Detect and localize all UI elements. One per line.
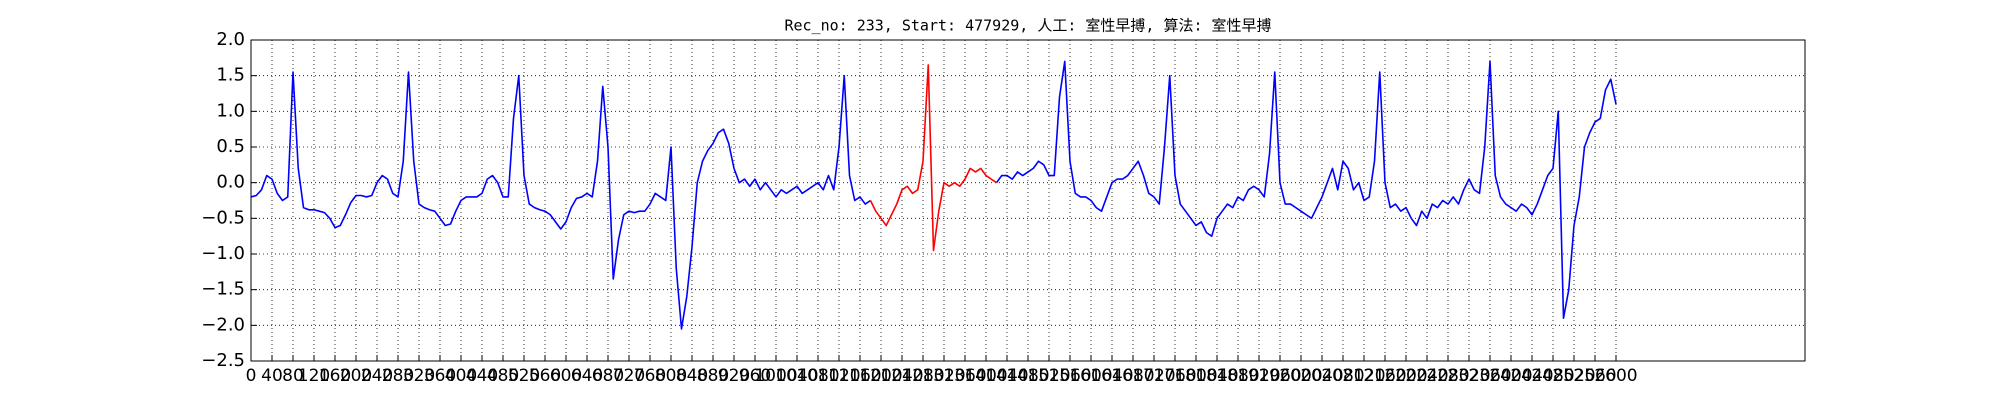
x-tick-label: 2080 bbox=[1321, 366, 1364, 386]
x-tick-label: 920 bbox=[718, 366, 750, 386]
x-tick-label: 1600 bbox=[1069, 366, 1112, 386]
x-tick-label: 2120 bbox=[1342, 366, 1385, 386]
x-tick-label: 1640 bbox=[1090, 366, 1133, 386]
x-tick-label: 960 bbox=[739, 366, 771, 386]
x-tick-label: 320 bbox=[403, 366, 435, 386]
chart-title: Rec_no: 233, Start: 477929, 人工: 室性早搏, 算法… bbox=[784, 17, 1271, 35]
y-tick-label: −1.0 bbox=[201, 243, 245, 264]
plot-frame bbox=[250, 39, 1806, 362]
x-tick-label: 280 bbox=[382, 366, 414, 386]
y-tick-label: −2.5 bbox=[201, 350, 245, 371]
x-tick-label: 1520 bbox=[1027, 366, 1070, 386]
x-tick-label: 1960 bbox=[1258, 366, 1301, 386]
x-tick-label: 2480 bbox=[1531, 366, 1574, 386]
x-tick-label: 1040 bbox=[775, 366, 818, 386]
y-tick-label: 0.5 bbox=[216, 136, 245, 157]
x-tick-label: 480 bbox=[487, 366, 519, 386]
x-tick-label: 200 bbox=[340, 366, 372, 386]
x-tick-label: 800 bbox=[655, 366, 687, 386]
x-tick-label: 640 bbox=[571, 366, 603, 386]
x-tick-label: 1080 bbox=[796, 366, 839, 386]
x-tick-label: 2520 bbox=[1552, 366, 1595, 386]
y-tick-label: 1.5 bbox=[216, 65, 245, 86]
x-tick-label: 2160 bbox=[1363, 366, 1406, 386]
x-tick-label: 160 bbox=[319, 366, 351, 386]
x-tick-label: 1920 bbox=[1237, 366, 1280, 386]
x-tick-label: 1760 bbox=[1153, 366, 1196, 386]
x-tick-label: 2280 bbox=[1426, 366, 1469, 386]
x-tick-label: 400 bbox=[445, 366, 477, 386]
y-tick-label: 2.0 bbox=[216, 29, 245, 50]
x-tick-label: 1680 bbox=[1111, 366, 1154, 386]
x-tick-label: 1840 bbox=[1195, 366, 1238, 386]
x-tick-label: 1880 bbox=[1216, 366, 1259, 386]
x-tick-label: 360 bbox=[424, 366, 456, 386]
x-tick-label: 1160 bbox=[838, 366, 881, 386]
x-tick-label: 1480 bbox=[1006, 366, 1049, 386]
x-tick-label: 1720 bbox=[1132, 366, 1175, 386]
x-tick-label: 2240 bbox=[1405, 366, 1448, 386]
x-tick-label: 680 bbox=[592, 366, 624, 386]
y-tick-label: −0.5 bbox=[201, 207, 245, 228]
y-tick-label: 1.0 bbox=[216, 100, 245, 121]
x-tick-label: 760 bbox=[634, 366, 666, 386]
x-tick-label: 1560 bbox=[1048, 366, 1091, 386]
x-tick-label: 2040 bbox=[1300, 366, 1343, 386]
x-tick-label: 1440 bbox=[985, 366, 1028, 386]
x-tick-label: 1000 bbox=[754, 366, 797, 386]
x-tick-label: 720 bbox=[613, 366, 645, 386]
x-tick-label: 1200 bbox=[859, 366, 902, 386]
x-tick-label: 2560 bbox=[1573, 366, 1616, 386]
x-tick-label: 2440 bbox=[1510, 366, 1553, 386]
x-tick-label: 1120 bbox=[817, 366, 860, 386]
x-tick-label: 880 bbox=[697, 366, 729, 386]
x-tick-label: 600 bbox=[550, 366, 582, 386]
x-tick-label: 1800 bbox=[1174, 366, 1217, 386]
y-tick-label: −2.0 bbox=[201, 314, 245, 335]
x-tick-label: 440 bbox=[466, 366, 498, 386]
x-tick-label: 1280 bbox=[901, 366, 944, 386]
x-tick-label: 2400 bbox=[1489, 366, 1532, 386]
x-tick-label: 80 bbox=[282, 366, 304, 386]
ecg-line bbox=[869, 64, 997, 252]
ecg-line bbox=[250, 60, 1617, 330]
x-tick-label: 1240 bbox=[880, 366, 923, 386]
x-tick-label: 1360 bbox=[943, 366, 986, 386]
y-tick-label: 0.0 bbox=[216, 172, 245, 193]
x-tick-label: 120 bbox=[298, 366, 330, 386]
x-tick-label: 560 bbox=[529, 366, 561, 386]
x-tick-label: 40 bbox=[261, 366, 283, 386]
x-tick-label: 2600 bbox=[1594, 366, 1637, 386]
x-tick-label: 1320 bbox=[922, 366, 965, 386]
x-tick-label: 2200 bbox=[1384, 366, 1427, 386]
x-tick-label: 2000 bbox=[1279, 366, 1322, 386]
y-tick-label: −1.5 bbox=[201, 279, 245, 300]
x-tick-label: 520 bbox=[508, 366, 540, 386]
x-tick-label: 840 bbox=[676, 366, 708, 386]
x-tick-label: 2320 bbox=[1447, 366, 1490, 386]
x-tick-label: 1400 bbox=[964, 366, 1007, 386]
x-tick-label: 0 bbox=[246, 366, 257, 386]
x-tick-label: 2360 bbox=[1468, 366, 1511, 386]
x-tick-label: 240 bbox=[361, 366, 393, 386]
